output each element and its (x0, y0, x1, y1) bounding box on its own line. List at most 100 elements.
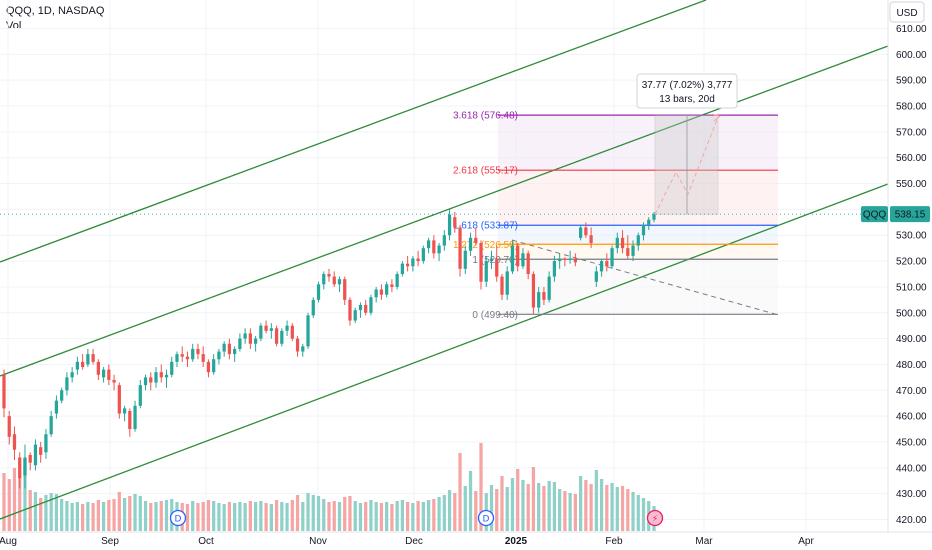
volume-bar (631, 492, 635, 531)
volume-bar (54, 494, 59, 531)
candle-body (18, 457, 22, 479)
candle-body (568, 258, 572, 260)
price-tick-label: 610.00 (896, 24, 927, 35)
measure-box[interactable] (654, 114, 719, 215)
candle-body (217, 351, 221, 360)
time-tick-label: Feb (605, 536, 623, 547)
candle-body (584, 227, 588, 236)
volume-bar (620, 486, 625, 531)
measure-line-1: 37.77 (7.02%) 3,777 (642, 80, 733, 91)
volume-bar (353, 501, 357, 531)
candle-body (558, 258, 562, 262)
candle-body (316, 284, 321, 300)
candle-body (447, 214, 452, 236)
volume-bar (248, 501, 252, 531)
fib-zone (498, 115, 778, 171)
volume-bar (584, 480, 588, 531)
dividend-badge[interactable] (169, 509, 187, 527)
candle-body (343, 279, 347, 300)
candle-body (138, 385, 142, 406)
candle-body (421, 248, 425, 262)
candle-body (222, 343, 226, 352)
event-badges[interactable]: D D ⚡ (169, 509, 664, 527)
candle-body (416, 258, 420, 262)
candle-body (264, 325, 268, 331)
price-axis[interactable]: USD 610.00 600.00 590.00 580.00 570.00 560.00 5… (0, 0, 932, 532)
volume-bar (442, 495, 446, 531)
volume-bar (432, 499, 436, 531)
channel-line[interactable] (0, 45, 889, 377)
candle-body (60, 390, 64, 401)
candle-body (495, 258, 499, 277)
price-tick-label: 530.00 (896, 231, 927, 242)
volume-bar (122, 498, 127, 531)
price-range-measure[interactable]: 37.77 (7.02%) 3,777 13 bars, 20d (636, 73, 738, 215)
volume-bar (505, 487, 509, 531)
candle-body (122, 408, 127, 414)
price-tick-label: 490.00 (896, 334, 927, 345)
volume-bar (364, 502, 368, 531)
projected-path-arrow (711, 113, 722, 122)
fib-zone (498, 170, 778, 226)
candle-body (164, 374, 169, 378)
price-axis-bg (888, 0, 932, 532)
candle-body (500, 276, 504, 295)
volume-bar (185, 504, 190, 531)
volume-bar (238, 502, 242, 531)
last-price-badge[interactable] (890, 206, 930, 223)
volume-bar (437, 497, 441, 531)
candle-body (358, 305, 363, 311)
time-tick-label: Nov (309, 536, 327, 547)
projection-dashed-line[interactable] (511, 239, 777, 315)
volume-bar (416, 501, 420, 531)
volume-bar (212, 501, 216, 531)
volume-bar (605, 485, 609, 531)
volume-bar (285, 503, 289, 531)
candle-body (301, 346, 305, 352)
candle-body (175, 354, 179, 362)
volume-bar (316, 496, 321, 531)
candle-body (2, 374, 6, 409)
volume-bar (495, 489, 499, 531)
time-axis[interactable]: Aug Sep Oct Nov Dec 2025 Feb Mar Apr (0, 531, 932, 547)
volume-bar (458, 453, 462, 531)
volume-bar (60, 499, 64, 531)
time-tick-label: Aug (0, 536, 17, 547)
candle-body (458, 227, 462, 269)
volume-bar (295, 495, 300, 531)
candle-body (573, 258, 577, 263)
volume-bar (222, 504, 226, 531)
ticker-badge[interactable] (861, 206, 888, 223)
candle-body (432, 240, 436, 254)
volume-bar (206, 500, 211, 531)
channel-line[interactable] (0, 0, 707, 263)
candle-body (269, 328, 273, 331)
volume-bar (86, 502, 90, 531)
volume-bar (306, 493, 310, 531)
channel-line[interactable] (0, 183, 889, 520)
candlesticks (2, 209, 656, 489)
dividend-badge[interactable] (477, 509, 495, 527)
volume-bar (201, 502, 205, 531)
candle-body (542, 292, 546, 300)
volume-bar (91, 503, 95, 531)
measure-line-2: 13 bars, 20d (659, 94, 715, 105)
trend-channel[interactable] (0, 0, 889, 520)
time-tick-label: Mar (695, 536, 713, 547)
candle-body (348, 299, 352, 321)
candle-body (395, 274, 399, 287)
volume-bar (400, 500, 405, 531)
volume-bar (636, 495, 640, 531)
candle-body (49, 416, 53, 435)
volume-bars (2, 443, 656, 531)
fib-extension-levels[interactable]: 3.618 (576.48) 2.618 (555.17) 1.618 (533.8… (453, 111, 778, 321)
price-tick-label: 600.00 (896, 50, 927, 61)
time-tick-label: 2025 (505, 536, 528, 547)
volume-bar (421, 502, 425, 531)
volume-bar (33, 492, 38, 531)
volume-bar (385, 502, 389, 531)
currency-button[interactable] (889, 1, 925, 23)
earnings-badge[interactable] (646, 509, 664, 527)
volume-bar (227, 502, 232, 531)
